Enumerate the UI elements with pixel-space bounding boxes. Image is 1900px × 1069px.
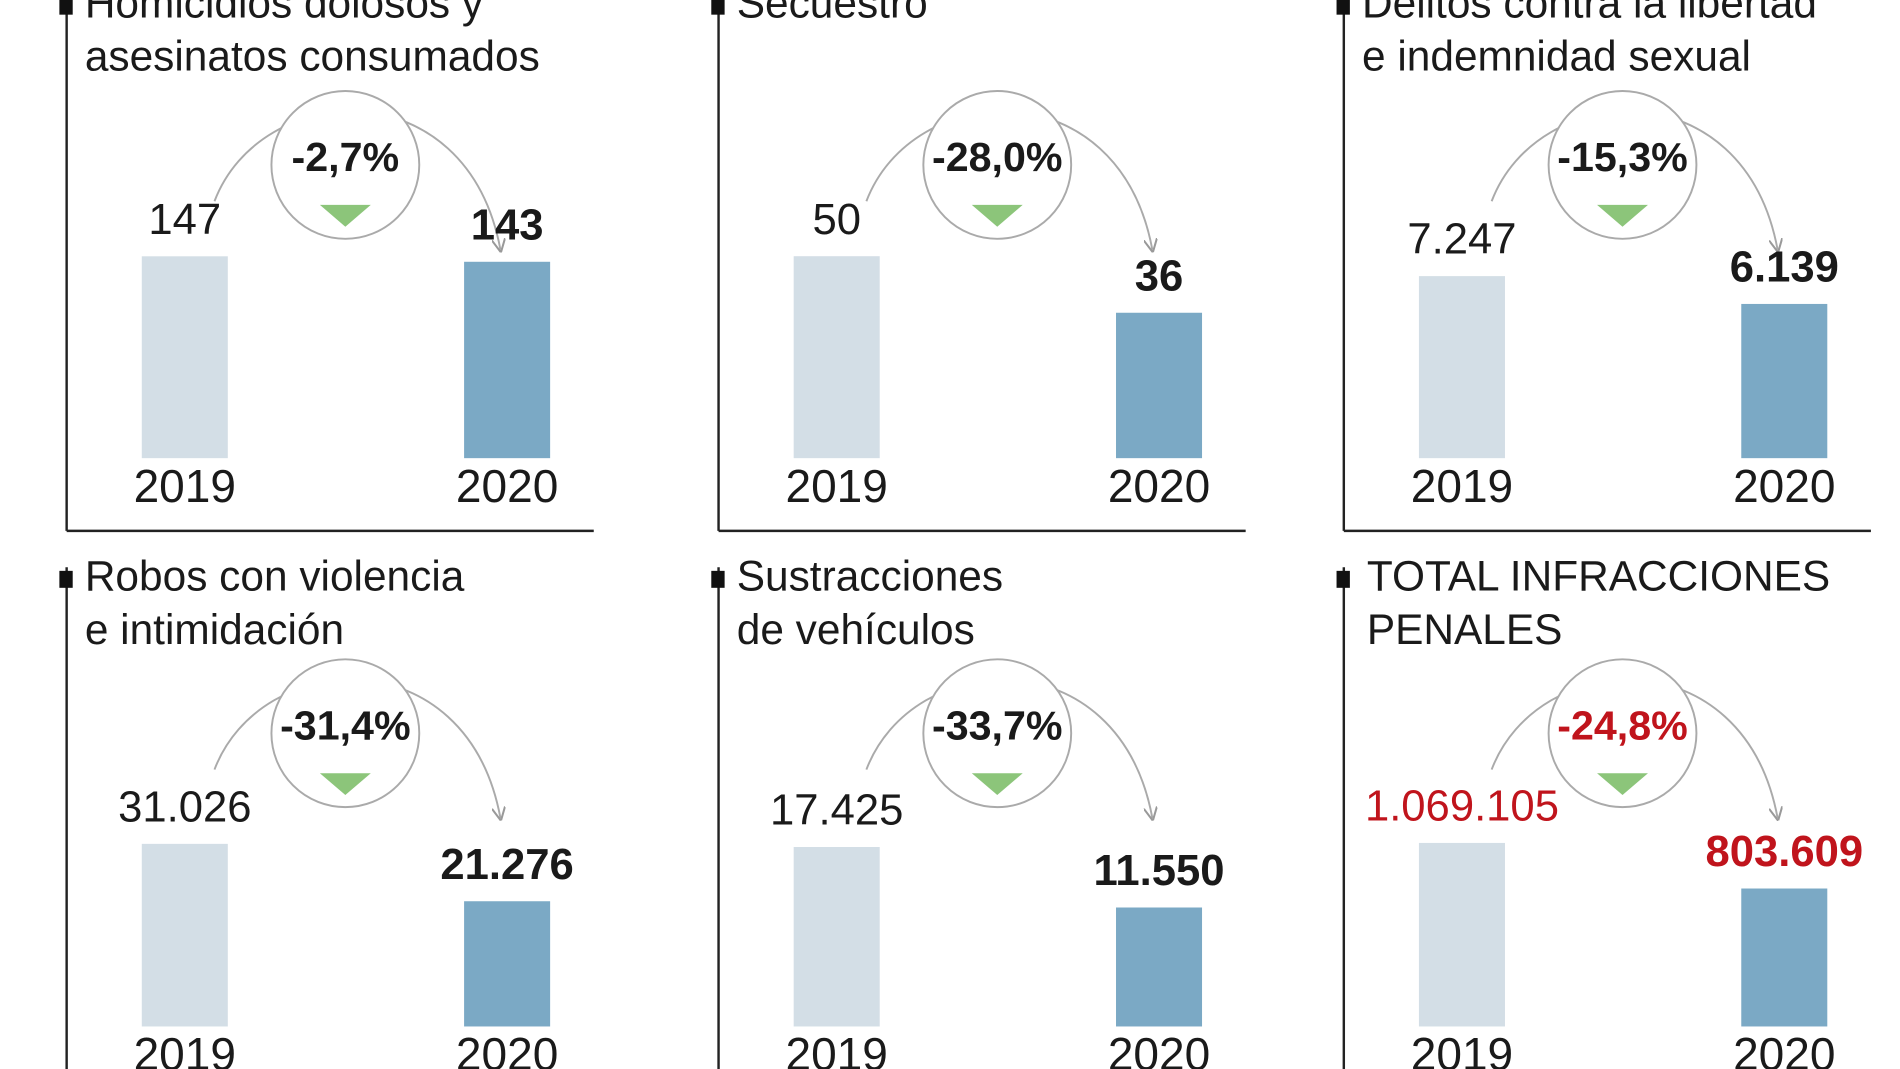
change-label: -31,4%	[280, 702, 411, 748]
x-tick-label: 2020	[1108, 1028, 1210, 1069]
value-label: 1.069.105	[1365, 783, 1559, 831]
title-bullet	[1336, 570, 1350, 588]
change-label: -28,0%	[932, 134, 1063, 180]
x-tick-label: 2019	[134, 460, 236, 512]
panel-title: Robos con violencia	[85, 553, 465, 600]
change-label: -15,3%	[1557, 134, 1688, 180]
title-bullet	[59, 570, 73, 588]
bar	[464, 901, 551, 1027]
change-triangle	[971, 773, 1023, 796]
change-circle	[270, 658, 421, 809]
change-triangle	[1597, 773, 1648, 796]
bar	[1418, 842, 1505, 1027]
change-triangle	[319, 773, 371, 796]
change-label: -33,7%	[932, 702, 1063, 748]
title-bullet	[711, 570, 725, 588]
panel-title: PENALES	[1367, 606, 1563, 653]
bar	[793, 846, 880, 1027]
x-tick-label: 2020	[456, 460, 558, 512]
x-tick-label: 2019	[1411, 1028, 1513, 1069]
x-tick-label: 2019	[1411, 460, 1513, 512]
value-label: 36	[1135, 252, 1184, 300]
bar	[793, 256, 880, 459]
panel-title: Sustracciones	[737, 553, 1003, 600]
x-tick-label: 2020	[456, 1028, 558, 1069]
panel-title: TOTAL INFRACCIONES	[1367, 553, 1830, 600]
bar	[1116, 312, 1203, 459]
bar	[1418, 276, 1505, 459]
title-bullet	[711, 0, 725, 15]
x-tick-label: 2019	[785, 1028, 887, 1069]
bar	[1741, 888, 1828, 1027]
value-label: 6.139	[1730, 244, 1839, 292]
x-tick-label: 2019	[134, 1028, 236, 1069]
value-label: 7.247	[1407, 216, 1516, 264]
panel-title: Secuestro	[737, 0, 928, 26]
x-tick-label: 2019	[785, 460, 887, 512]
bar	[141, 843, 228, 1027]
title-bullet	[59, 0, 73, 15]
change-circle	[1547, 658, 1698, 809]
bar	[464, 261, 551, 459]
value-label: 50	[812, 196, 861, 244]
panel-title: Homicidios dolosos y	[85, 0, 484, 26]
value-label: 17.425	[770, 787, 903, 835]
change-triangle	[971, 204, 1023, 227]
change-circle	[270, 90, 421, 240]
panel-title: Delitos contra la libertad	[1362, 0, 1817, 26]
x-tick-label: 2020	[1733, 1028, 1835, 1069]
x-tick-label: 2020	[1733, 460, 1835, 512]
value-label: 143	[471, 201, 544, 249]
change-triangle	[1597, 204, 1648, 227]
change-label: -2,7%	[292, 134, 400, 180]
bar	[141, 256, 228, 459]
title-bullet	[1336, 0, 1350, 15]
value-label: 147	[148, 196, 221, 244]
panel-title: de vehículos	[737, 606, 975, 653]
value-label: 803.609	[1705, 828, 1863, 876]
panel-title: e indemnidad sexual	[1362, 33, 1751, 80]
value-label: 21.276	[440, 841, 573, 889]
change-label: -24,8%	[1557, 702, 1688, 748]
change-triangle	[319, 204, 371, 227]
panel-title: e intimidación	[85, 606, 344, 653]
panel-title: asesinatos consumados	[85, 33, 540, 80]
x-tick-label: 2020	[1108, 460, 1210, 512]
change-circle	[922, 658, 1073, 809]
value-label: 11.550	[1094, 847, 1225, 895]
change-circle	[1547, 90, 1698, 240]
value-label: 31.026	[118, 783, 251, 831]
bar	[1741, 303, 1828, 459]
change-circle	[922, 90, 1073, 240]
bar	[1116, 907, 1203, 1027]
